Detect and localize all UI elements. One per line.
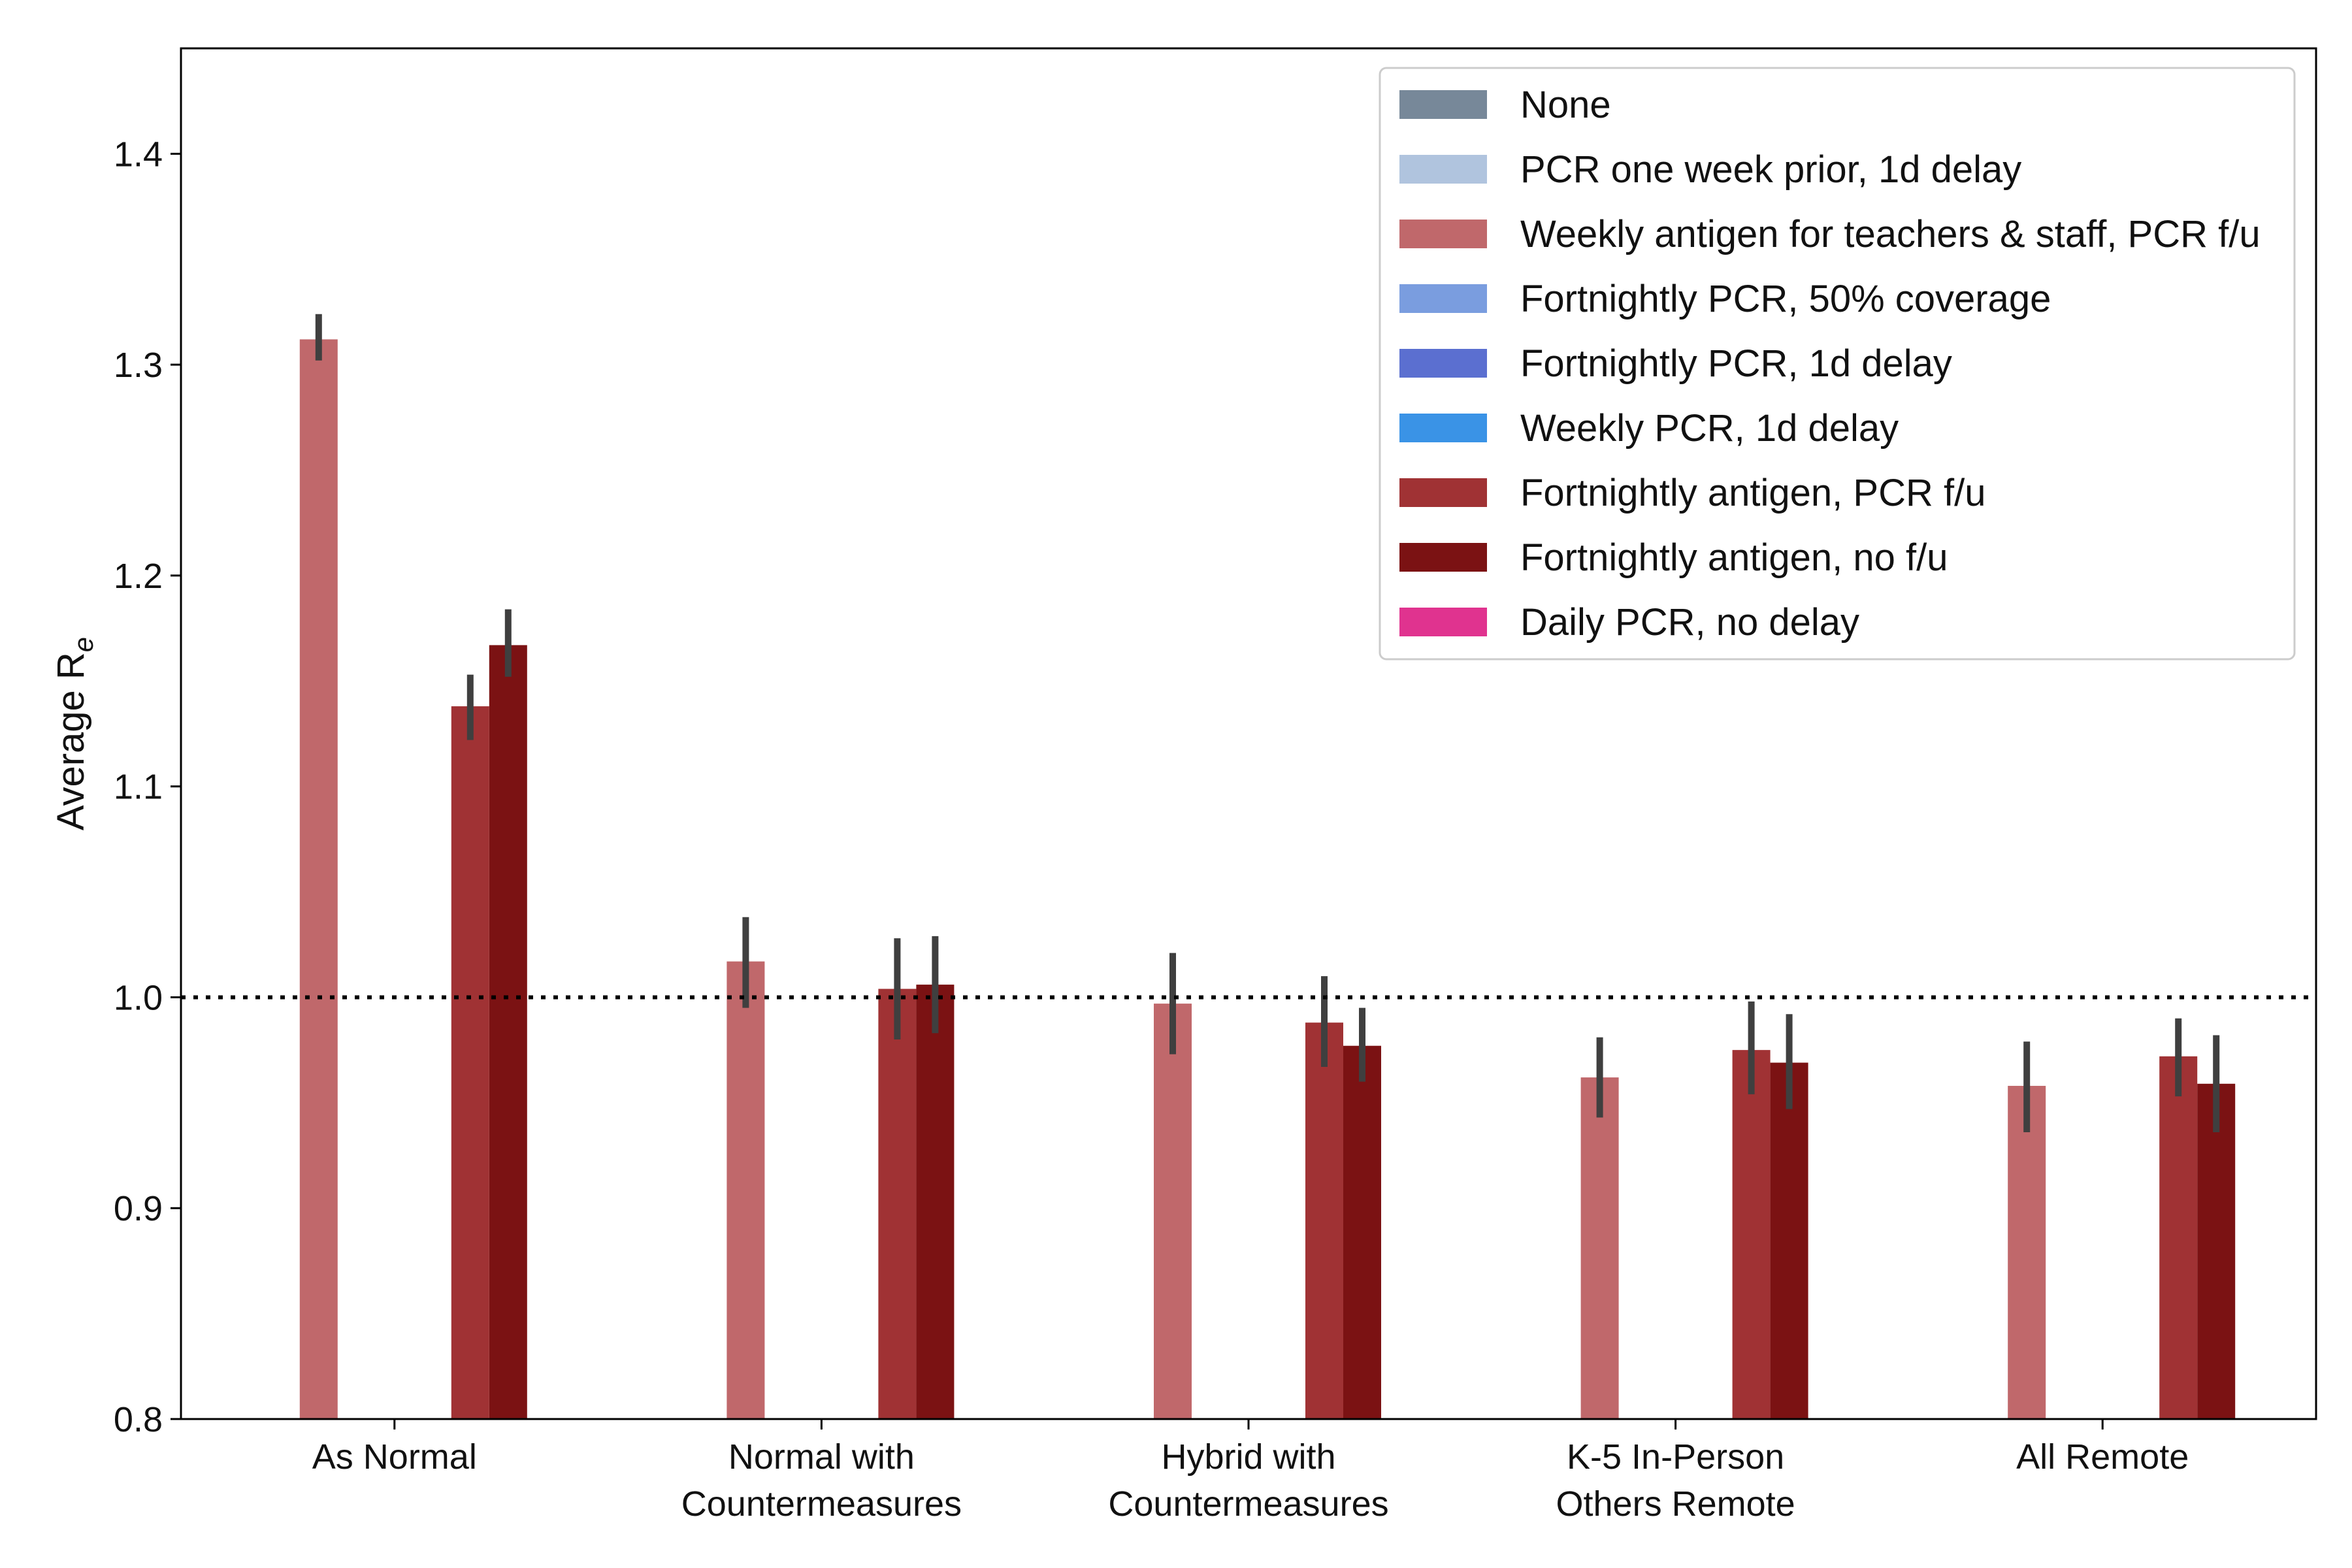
x-tick-label-line: K-5 In-Person (1567, 1437, 1784, 1477)
legend-entry-label: Fortnightly PCR, 1d delay (1520, 342, 1952, 385)
legend-swatch (1399, 543, 1487, 572)
bar (299, 339, 338, 1419)
bar (916, 985, 955, 1419)
legend-entry-label: Weekly PCR, 1d delay (1520, 407, 1899, 449)
y-tick-label: 0.8 (114, 1400, 163, 1439)
legend-swatch (1399, 155, 1487, 184)
x-tick-label-line: All Remote (2016, 1437, 2189, 1477)
legend-swatch (1399, 220, 1487, 248)
bar (451, 706, 489, 1419)
legend-swatch (1399, 478, 1487, 507)
x-tick-label-line: Countermeasures (681, 1484, 962, 1524)
bar (1305, 1022, 1343, 1419)
legend: None PCR one week prior, 1d delay Weekly a… (1379, 67, 2296, 661)
legend-swatch (1399, 349, 1487, 378)
x-tick-label-line: Hybrid with (1161, 1437, 1335, 1477)
legend-entry-label: None (1520, 84, 1611, 126)
x-tick-label-line: Countermeasures (1108, 1484, 1388, 1524)
legend-frame (1379, 67, 2296, 661)
y-axis-label-subscript: e (68, 637, 99, 652)
legend-entry-label: Fortnightly antigen, no f/u (1520, 536, 1948, 579)
y-axis-label: Average Re (50, 637, 99, 830)
y-tick-label: 1.4 (114, 135, 163, 174)
plot-marks (299, 314, 2236, 1419)
y-tick-label: 0.9 (114, 1189, 163, 1228)
bar (1732, 1050, 1771, 1419)
y-tick-label: 1.2 (114, 557, 163, 596)
bar (2159, 1056, 2198, 1419)
legend-entry-label: Fortnightly antigen, PCR f/u (1520, 472, 1985, 514)
legend-entry-label: Fortnightly PCR, 50% coverage (1520, 278, 2051, 320)
legend-entry-label: PCR one week prior, 1d delay (1520, 148, 2021, 191)
legend-swatch (1399, 608, 1487, 636)
bar (1154, 1004, 1192, 1419)
x-tick-label: All Remote (2016, 1437, 2189, 1477)
bar (2197, 1083, 2236, 1419)
legend-swatch (1399, 90, 1487, 119)
x-tick-label-line: As Normal (312, 1437, 477, 1477)
legend-swatch (1399, 414, 1487, 442)
bar (727, 961, 765, 1419)
x-tick-label: Normal with Countermeasures (681, 1437, 962, 1524)
y-axis-label-main: Average R (50, 652, 92, 830)
y-tick-label: 1.0 (114, 978, 163, 1017)
bar (1770, 1062, 1808, 1419)
x-tick-label: K-5 In-Person Others Remote (1556, 1437, 1795, 1524)
bar (489, 645, 527, 1419)
legend-swatch (1399, 284, 1487, 313)
legend-entry-label: Weekly antigen for teachers & staff, PCR… (1520, 213, 2261, 255)
bar (1343, 1045, 1381, 1419)
x-tick-label: Hybrid with Countermeasures (1108, 1437, 1388, 1524)
x-tick-label-line: Normal with (728, 1437, 915, 1477)
bar (1580, 1077, 1619, 1419)
bar (878, 988, 917, 1419)
x-tick-label: As Normal (312, 1437, 477, 1477)
y-tick-label: 1.1 (114, 768, 163, 807)
bar (2008, 1086, 2046, 1419)
x-tick-label-line: Others Remote (1556, 1484, 1795, 1524)
legend-entry-label: Daily PCR, no delay (1520, 601, 1859, 644)
y-axis: 0.8 0.9 1.0 1.1 1.2 1.3 1.4 (114, 135, 181, 1439)
y-tick-label: 1.3 (114, 346, 163, 385)
x-axis: As Normal Normal with CountermeasuresHybri… (312, 1419, 2189, 1524)
